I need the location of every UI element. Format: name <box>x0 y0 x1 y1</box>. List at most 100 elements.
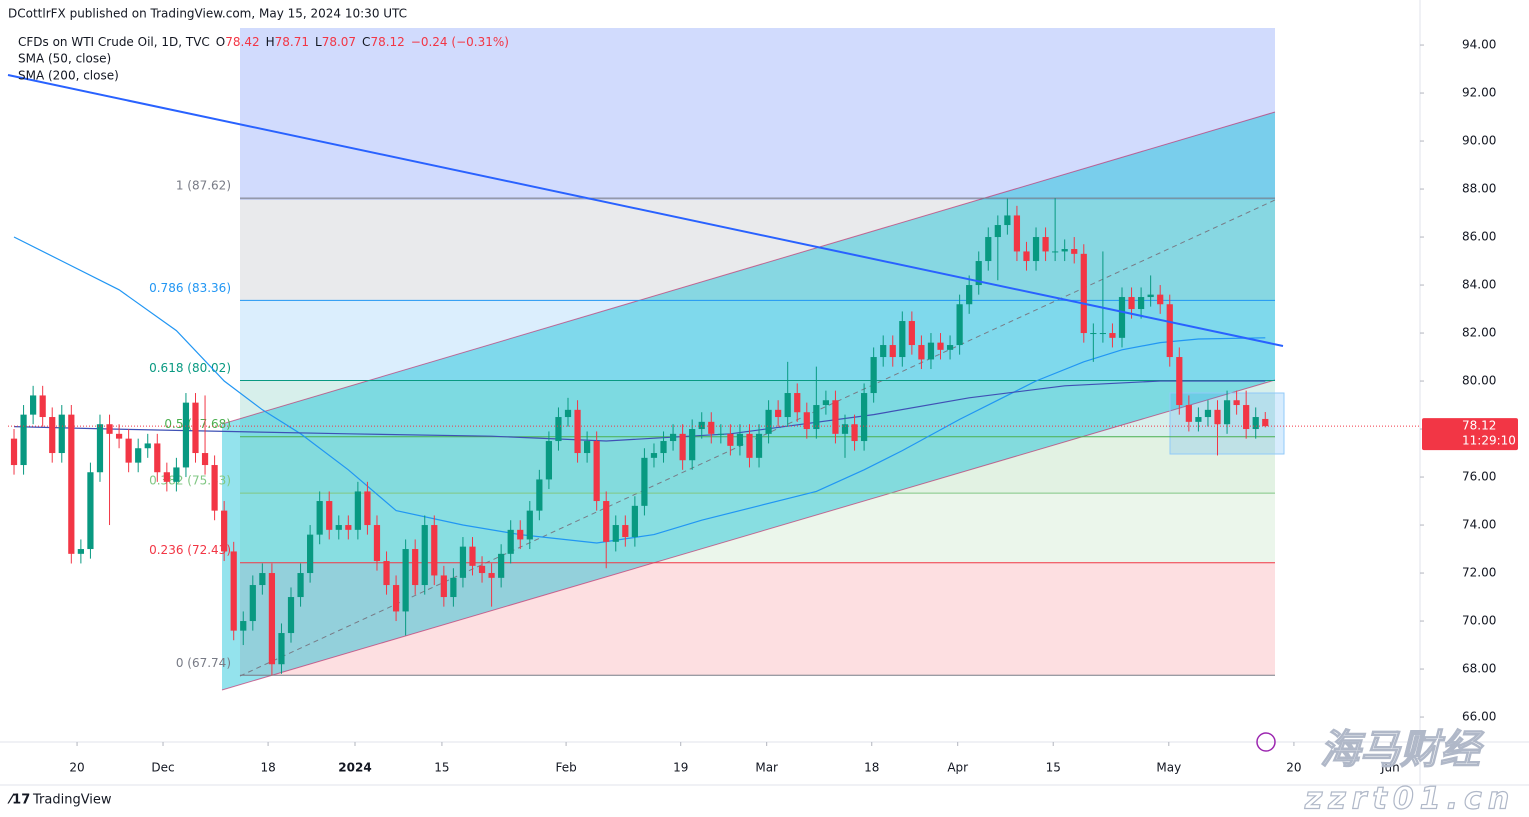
candle-body <box>49 417 56 454</box>
candle-body <box>1004 215 1011 226</box>
channel-lower <box>221 379 1276 691</box>
candle-body <box>880 345 887 358</box>
header: DCottlrFX published on TradingView.com, … <box>8 7 407 21</box>
candle-body <box>469 546 476 566</box>
candle-body <box>259 573 266 586</box>
candle-body <box>784 393 791 418</box>
candle-body <box>946 345 954 350</box>
candle-body <box>927 342 935 360</box>
candle-body <box>392 585 400 612</box>
candle-body <box>870 357 877 394</box>
y-tick-label: 92.00 <box>1462 86 1496 100</box>
candle-body <box>851 424 858 442</box>
candle-body <box>612 525 619 542</box>
candle-body <box>10 438 18 466</box>
candle-body <box>1233 400 1240 406</box>
candle-body <box>440 575 447 598</box>
y-tick-label: 68.00 <box>1462 662 1496 676</box>
candle-body <box>564 409 572 418</box>
candle-body <box>622 525 629 538</box>
candle-body <box>1071 249 1078 254</box>
candle-body <box>412 549 419 586</box>
candle-body <box>115 433 123 439</box>
candle-body <box>249 585 256 622</box>
candle-body <box>956 304 963 346</box>
y-tick-label: 74.00 <box>1462 518 1496 532</box>
x-tick-label: 2024 <box>338 761 371 775</box>
candle-body <box>1185 405 1192 422</box>
x-tick-label: 18 <box>260 761 275 775</box>
x-tick-label: Jun <box>1380 761 1400 775</box>
x-tick-label: Dec <box>151 761 174 775</box>
candle-body <box>450 577 457 598</box>
candle-body <box>803 412 810 430</box>
x-tick-label: 15 <box>1046 761 1061 775</box>
y-tick-label: 90.00 <box>1462 134 1496 148</box>
candle-body <box>1023 251 1030 262</box>
candle-body <box>985 237 992 262</box>
candle-body <box>908 321 915 346</box>
candle-body <box>1118 297 1126 338</box>
candle-body <box>794 393 801 413</box>
candle-body <box>841 424 849 434</box>
ohlc-letter: C <box>362 35 370 49</box>
candle-body <box>135 448 142 463</box>
candle-body <box>1109 333 1116 338</box>
y-tick-label: 94.00 <box>1462 38 1496 52</box>
candle-body <box>775 409 782 418</box>
candle-body <box>163 472 170 482</box>
candle-body <box>297 573 304 598</box>
parallel-channel <box>222 112 1275 690</box>
legend-sma: SMA (200, close) <box>18 69 119 83</box>
candle-body <box>899 321 906 358</box>
candle-body <box>555 417 562 442</box>
candle-body <box>421 525 428 586</box>
candle-body <box>708 421 715 434</box>
high-value: 78.71 <box>275 35 309 49</box>
x-tick-label: 20 <box>69 761 84 775</box>
candle-body <box>536 479 543 511</box>
candle-body <box>717 433 724 435</box>
symbol: CFDs on WTI Crude Oil, 1D, TVC <box>18 35 210 49</box>
candle-body <box>192 402 199 454</box>
candle-body <box>125 438 132 463</box>
x-tick-label: Apr <box>947 761 968 775</box>
candle-body <box>87 472 94 550</box>
candle-body <box>106 424 113 434</box>
ohlc-letter: L <box>315 35 322 49</box>
candle-body <box>755 433 763 458</box>
candle-body <box>746 433 753 458</box>
candle-body <box>221 510 228 552</box>
x-tick-label: Feb <box>555 761 576 775</box>
candle-body <box>727 433 734 446</box>
legend-sma: SMA (50, close) <box>18 52 111 66</box>
fib-zone <box>240 380 1275 437</box>
candle-body <box>584 441 591 454</box>
ohlc-letter: H <box>266 35 275 49</box>
candle-body <box>402 549 409 612</box>
candle-body <box>1080 253 1087 334</box>
candle-body <box>860 393 868 442</box>
candle-body <box>230 551 237 631</box>
candle-body <box>1223 400 1231 425</box>
candle-body <box>488 573 495 578</box>
candle-body <box>58 414 65 454</box>
candle-body <box>383 561 390 586</box>
x-tick-label: 20 <box>1286 761 1301 775</box>
candle-body <box>498 553 505 578</box>
candle-body <box>1204 409 1212 418</box>
candle-body <box>1147 294 1154 298</box>
last-price-label: 78.12 <box>1462 419 1496 433</box>
watermark: zzrt01.cn <box>1304 782 1515 817</box>
open-value: 78.42 <box>225 35 259 49</box>
candle-body <box>813 405 820 430</box>
fib-label: 0.786 (83.36) <box>149 281 231 295</box>
y-tick-label: 86.00 <box>1462 230 1496 244</box>
candle-body <box>154 443 161 473</box>
candle-body <box>1090 333 1097 335</box>
candle-body <box>966 285 973 305</box>
alert-icon[interactable] <box>1256 732 1276 752</box>
y-tick-label: 72.00 <box>1462 566 1496 580</box>
candle-body <box>345 525 352 530</box>
